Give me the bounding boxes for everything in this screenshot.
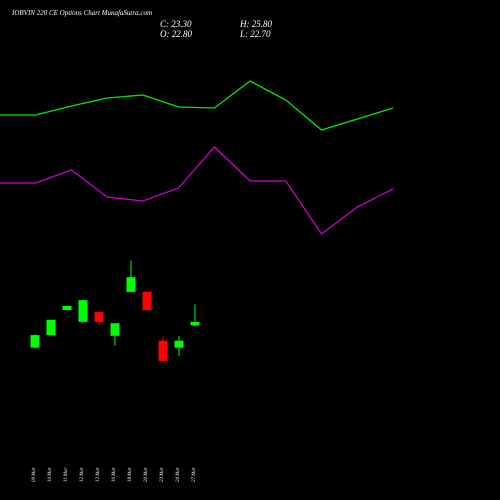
candle-body <box>30 335 40 348</box>
x-tick-label: 09 Mar <box>32 467 37 482</box>
x-tick-label: 24 Mar <box>176 467 181 482</box>
candle-body <box>78 300 88 322</box>
x-tick-label: 10 Mar <box>48 467 53 482</box>
candle-body <box>110 323 120 336</box>
candle-body <box>94 312 104 322</box>
line-series <box>0 80 394 131</box>
x-tick-label: 11 Mar <box>64 467 69 482</box>
candle-body <box>142 291 152 310</box>
high-label: H: 25.80 <box>239 19 272 29</box>
low-label: L: 22.70 <box>239 29 271 39</box>
x-tick-label: 13 Mar <box>96 467 101 482</box>
x-tick-label: 20 Mar <box>144 467 149 482</box>
line-series <box>0 146 394 235</box>
x-tick-label: 27 Mar <box>192 467 197 482</box>
candle-body <box>62 305 72 310</box>
candle-body <box>46 319 56 336</box>
candle-body <box>126 277 136 292</box>
candle-body <box>158 340 168 361</box>
open-label: O: 22.80 <box>160 29 192 39</box>
candle-body <box>174 340 184 348</box>
close-label: C: 23.30 <box>160 19 192 29</box>
candle-body <box>190 321 200 326</box>
x-tick-label: 23 Mar <box>160 467 165 482</box>
x-tick-label: 12 Mar <box>80 467 85 482</box>
chart-title: IOBVIN 220 CE Options Chart MunafaSutra.… <box>11 9 152 17</box>
x-tick-label: 18 Mar <box>128 467 133 482</box>
x-tick-label: 16 Mar <box>112 467 117 482</box>
